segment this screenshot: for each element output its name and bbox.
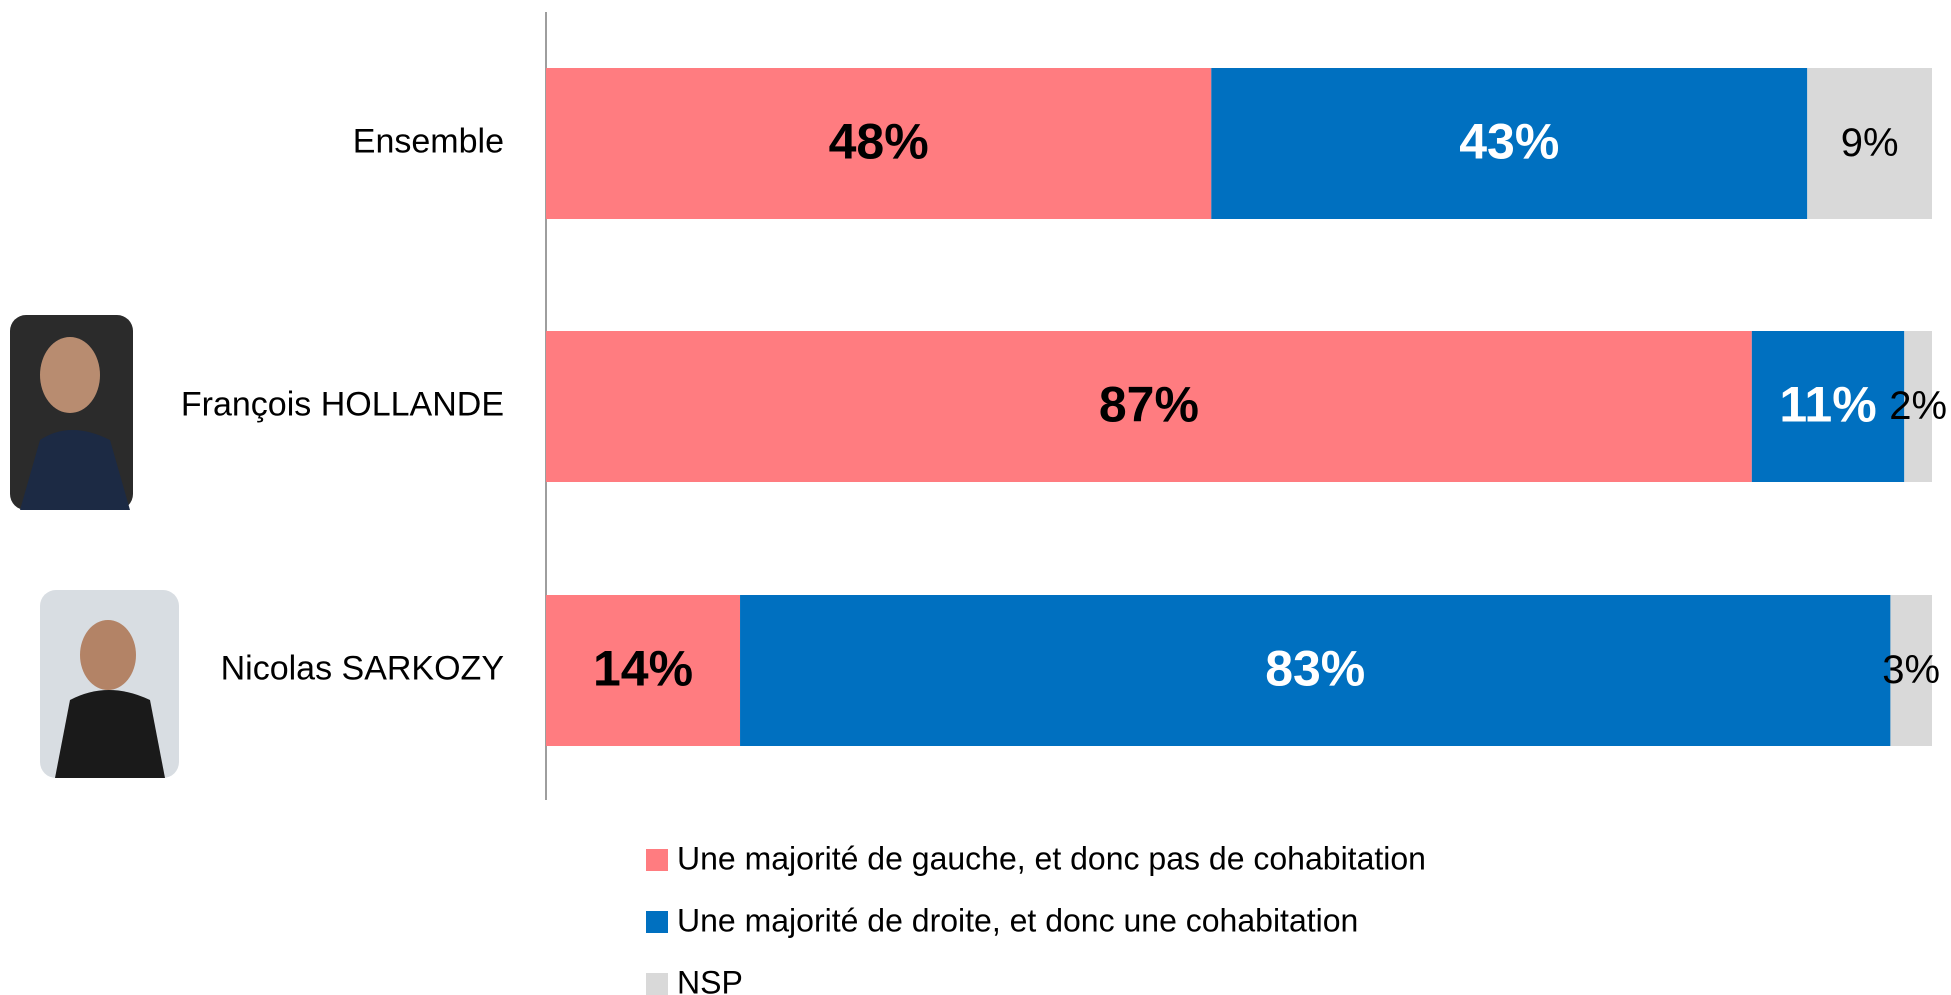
legend-swatch [646,973,668,995]
photo-face [40,337,100,413]
photo-face [80,620,136,690]
legend-label: Une majorité de gauche, et donc pas de c… [677,840,1426,876]
bar-segment [1890,595,1932,746]
data-label: 11% [1779,377,1876,433]
bar-segment [1807,68,1932,219]
legend-label: Une majorité de droite, et donc une coha… [677,902,1358,938]
bar-segment [1751,331,1905,482]
bar-segment [546,68,1212,219]
photo-body [55,690,165,778]
bar-segment [1211,68,1808,219]
data-label: 3% [1882,648,1940,692]
data-label: 48% [829,114,929,170]
bar-segment [1904,331,1932,482]
bar-segment [546,331,1752,482]
data-label: 43% [1459,114,1559,170]
legend-label: NSP [677,964,743,995]
legend-swatch [646,911,668,933]
bar-segment [740,595,1891,746]
data-label: 87% [1099,377,1199,433]
legend-swatch [646,849,668,871]
category-label: Nicolas SARKOZY [221,649,504,687]
category-label: Ensemble [353,122,504,160]
data-label: 83% [1265,641,1365,697]
category-label: François HOLLANDE [181,385,504,423]
data-label: 2% [1889,384,1947,428]
data-label: 9% [1841,121,1899,165]
photo-body [20,430,130,510]
data-label: 14% [593,641,693,697]
bar-segment [546,595,741,746]
